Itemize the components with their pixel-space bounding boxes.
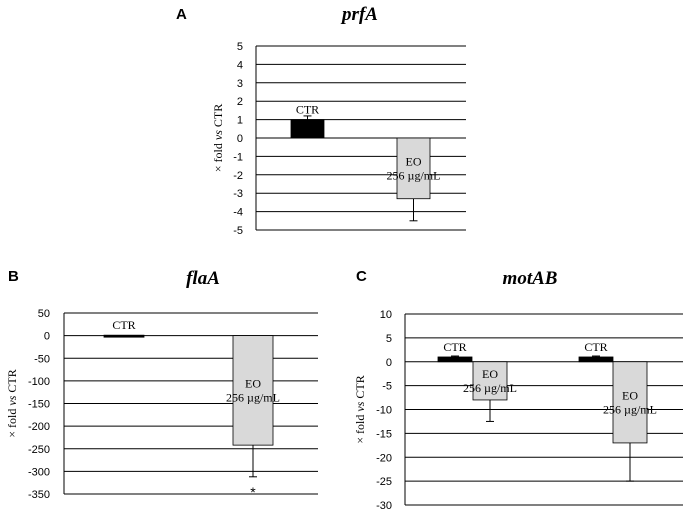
y-tick-label: -25 xyxy=(376,476,392,488)
bar-label: 256 µg/mL xyxy=(603,402,657,416)
panel-letter-c: C xyxy=(356,268,367,285)
bar-label: EO xyxy=(406,154,422,168)
panel-title-b: flaA xyxy=(186,268,220,289)
y-tick-label: -50 xyxy=(34,353,50,365)
y-tick-label: 0 xyxy=(386,357,392,369)
y-tick-label: -1 xyxy=(233,151,243,163)
y-tick-label: -300 xyxy=(28,466,50,478)
bar-label: EO xyxy=(482,367,498,381)
panel-letter-b: B xyxy=(8,268,19,285)
y-tick-label: -20 xyxy=(376,452,392,464)
y-tick-label: -10 xyxy=(376,405,392,417)
bar-label: CTR xyxy=(112,318,135,332)
y-tick-label: -100 xyxy=(28,376,50,388)
y-ticks-b: 50 0 -50 -100 -150 -200 -250 -300 -350 xyxy=(28,308,50,501)
y-tick-label: 1 xyxy=(237,115,243,127)
bar xyxy=(103,334,145,338)
panel-title-a: prfA xyxy=(340,4,378,25)
y-tick-label: -200 xyxy=(28,421,50,433)
y-tick-label: -2 xyxy=(233,170,243,182)
y-axis-label-c: × fold vs CTR xyxy=(353,375,367,443)
bar-label: 256 µg/mL xyxy=(463,381,517,395)
bar xyxy=(612,361,648,444)
bar-label: 256 µg/mL xyxy=(387,168,441,182)
bar xyxy=(232,335,274,446)
bar-label: CTR xyxy=(443,340,466,354)
y-tick-label: 5 xyxy=(237,41,243,53)
y-axis-label-a: × fold vs CTR xyxy=(211,104,225,172)
y-tick-label: -3 xyxy=(233,188,243,200)
bar-label: CTR xyxy=(584,340,607,354)
bar-label: EO xyxy=(622,388,638,402)
y-tick-label: -30 xyxy=(376,500,392,512)
y-tick-label: -350 xyxy=(28,489,50,501)
y-tick-label: 5 xyxy=(386,333,392,345)
bar-label: EO xyxy=(245,376,261,390)
y-tick-label: -15 xyxy=(376,428,392,440)
y-tick-label: 0 xyxy=(44,331,50,343)
panel-a: A prfA 5 4 3 2 1 0 -1 -2 -3 -4 -5 × fold vs CTR CT… xyxy=(176,4,466,237)
panel-title-c: motAB xyxy=(503,268,558,289)
y-tick-label: 4 xyxy=(237,59,243,71)
panel-c: C motAB 10 5 0 -5 -10 -15 -20 -25 -30 × fold vs … xyxy=(353,268,683,512)
bar-label: CTR xyxy=(296,103,319,117)
y-tick-label: -4 xyxy=(233,207,243,219)
y-tick-label: -150 xyxy=(28,399,50,411)
y-axis-label-b: × fold vs CTR xyxy=(5,369,19,437)
panel-b: B flaA 50 0 -50 -100 -150 -200 -250 -300 -350 × … xyxy=(5,268,318,501)
bar-label: 256 µg/mL xyxy=(226,390,280,404)
y-tick-label: -250 xyxy=(28,444,50,456)
y-tick-label: -5 xyxy=(382,381,392,393)
bar xyxy=(396,137,431,200)
y-tick-label: 3 xyxy=(237,78,243,90)
panel-letter-a: A xyxy=(176,6,187,23)
y-tick-label: 0 xyxy=(237,133,243,145)
y-tick-label: -5 xyxy=(233,225,243,237)
y-tick-label: 2 xyxy=(237,96,243,108)
bar xyxy=(578,356,614,363)
grid-a xyxy=(256,45,466,231)
bar xyxy=(437,356,473,363)
bar xyxy=(472,361,508,401)
bar xyxy=(290,119,325,139)
y-tick-label: 10 xyxy=(380,309,392,321)
significance-mark: * xyxy=(250,484,256,500)
y-tick-label: 50 xyxy=(38,308,50,320)
y-ticks-a: 5 4 3 2 1 0 -1 -2 -3 -4 -5 xyxy=(233,41,243,237)
y-ticks-c: 10 5 0 -5 -10 -15 -20 -25 -30 xyxy=(376,309,392,512)
